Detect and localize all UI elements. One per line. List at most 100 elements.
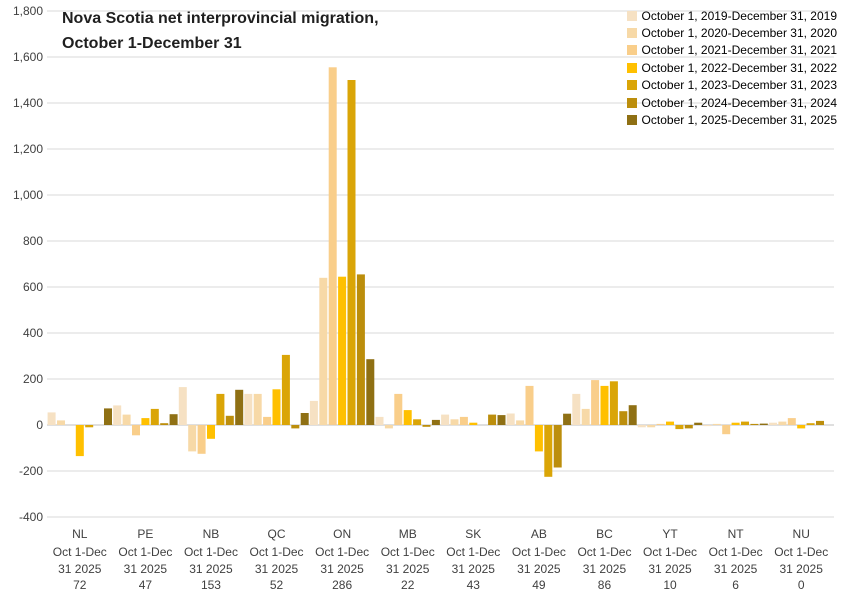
x-category-label: Oct 1-Dec bbox=[577, 545, 631, 559]
bar-ab bbox=[544, 425, 553, 477]
bar-on bbox=[366, 359, 375, 425]
bar-pe bbox=[141, 418, 150, 425]
bar-nu bbox=[769, 422, 777, 425]
legend-item: October 1, 2020-December 31, 2020 bbox=[626, 24, 837, 41]
bar-bc bbox=[619, 411, 628, 425]
bar-nu bbox=[806, 423, 815, 425]
y-tick-label: 1,200 bbox=[13, 142, 43, 156]
bar-on bbox=[356, 274, 365, 425]
x-category-label: PE bbox=[137, 527, 153, 541]
bar-pe bbox=[132, 425, 140, 436]
x-category-label: BC bbox=[596, 527, 613, 541]
x-category-label: 31 2025 bbox=[648, 562, 692, 576]
bar-nl bbox=[104, 408, 112, 425]
legend-swatch-icon bbox=[626, 62, 637, 73]
bar-pe bbox=[169, 414, 178, 425]
bar-nt bbox=[741, 421, 749, 425]
legend-item: October 1, 2025-December 31, 2025 bbox=[626, 111, 837, 128]
y-tick-label: 1,400 bbox=[13, 96, 43, 110]
x-category-label: 49 bbox=[532, 578, 546, 592]
bar-nb bbox=[225, 415, 234, 425]
x-category-label: 72 bbox=[73, 578, 87, 592]
bar-nt bbox=[722, 425, 731, 435]
bar-yt bbox=[684, 425, 693, 429]
x-category-label: 31 2025 bbox=[386, 562, 430, 576]
x-category-label: 31 2025 bbox=[320, 562, 364, 576]
bar-nt bbox=[703, 425, 712, 427]
bar-nt bbox=[712, 423, 721, 425]
y-tick-label: 200 bbox=[23, 372, 43, 386]
legend-item: October 1, 2024-December 31, 2024 bbox=[626, 94, 837, 111]
x-category-label: 47 bbox=[139, 578, 153, 592]
y-tick-label: 1,000 bbox=[13, 188, 43, 202]
legend-item: October 1, 2023-December 31, 2023 bbox=[626, 77, 837, 94]
bar-yt bbox=[694, 422, 703, 425]
bar-mb bbox=[375, 416, 384, 425]
x-category-label: Oct 1-Dec bbox=[315, 545, 369, 559]
bar-nt bbox=[731, 422, 740, 425]
bar-pe bbox=[150, 408, 159, 425]
bar-pe bbox=[160, 423, 169, 425]
legend-item: October 1, 2019-December 31, 2019 bbox=[626, 7, 837, 24]
x-category-label: 31 2025 bbox=[58, 562, 102, 576]
bar-on bbox=[319, 277, 328, 425]
x-category-label: 43 bbox=[467, 578, 481, 592]
bar-nb bbox=[207, 425, 215, 439]
chart-title: Nova Scotia net interprovincial migratio… bbox=[62, 6, 482, 56]
y-tick-label: -400 bbox=[19, 510, 43, 524]
y-tick-label: -200 bbox=[19, 464, 43, 478]
x-category-label: 31 2025 bbox=[780, 562, 824, 576]
x-category-label: NU bbox=[793, 527, 810, 541]
bar-yt bbox=[656, 423, 665, 425]
bar-nb bbox=[216, 393, 225, 425]
legend-item: October 1, 2022-December 31, 2022 bbox=[626, 59, 837, 76]
bar-mb bbox=[403, 410, 412, 425]
bar-bc bbox=[572, 393, 581, 425]
x-category-label: Oct 1-Dec bbox=[184, 545, 238, 559]
x-category-label: Oct 1-Dec bbox=[643, 545, 697, 559]
y-tick-label: 400 bbox=[23, 326, 43, 340]
bar-ab bbox=[516, 420, 525, 425]
chart-title-line1: Nova Scotia net interprovincial migratio… bbox=[62, 10, 379, 27]
bar-yt bbox=[647, 425, 656, 428]
bar-on bbox=[309, 400, 318, 425]
x-category-label: Oct 1-Dec bbox=[709, 545, 763, 559]
x-category-label: MB bbox=[399, 527, 417, 541]
x-category-label: 52 bbox=[270, 578, 284, 592]
bar-yt bbox=[637, 425, 646, 428]
x-category-label: ON bbox=[333, 527, 351, 541]
legend-swatch-icon bbox=[626, 97, 637, 108]
x-category-label: 31 2025 bbox=[255, 562, 299, 576]
bar-mb bbox=[422, 425, 431, 427]
x-category-label: 31 2025 bbox=[714, 562, 758, 576]
bar-yt bbox=[675, 425, 684, 430]
bar-mb bbox=[384, 425, 393, 429]
bar-pe bbox=[122, 414, 131, 425]
bar-qc bbox=[272, 389, 281, 425]
legend-label: October 1, 2024-December 31, 2024 bbox=[641, 95, 837, 110]
legend-label: October 1, 2023-December 31, 2023 bbox=[641, 78, 837, 93]
x-category-label: Oct 1-Dec bbox=[53, 545, 107, 559]
bar-mb bbox=[431, 419, 440, 425]
bar-nl bbox=[85, 425, 94, 428]
x-category-label: 153 bbox=[201, 578, 221, 592]
x-category-label: Oct 1-Dec bbox=[118, 545, 172, 559]
bar-mb bbox=[394, 393, 403, 425]
bar-qc bbox=[263, 416, 272, 425]
bar-sk bbox=[459, 416, 468, 425]
x-category-label: 31 2025 bbox=[583, 562, 627, 576]
bar-ab bbox=[506, 413, 515, 425]
bar-nu bbox=[778, 421, 787, 425]
bar-ab bbox=[553, 425, 562, 468]
x-category-label: 31 2025 bbox=[452, 562, 496, 576]
y-tick-label: 600 bbox=[23, 280, 43, 294]
bar-ab bbox=[534, 425, 543, 452]
bar-on bbox=[347, 80, 356, 425]
x-category-label: Oct 1-Dec bbox=[512, 545, 566, 559]
legend-label: October 1, 2021-December 31, 2021 bbox=[641, 43, 837, 58]
x-category-label: 31 2025 bbox=[189, 562, 233, 576]
bar-qc bbox=[281, 354, 290, 425]
x-category-label: Oct 1-Dec bbox=[250, 545, 304, 559]
